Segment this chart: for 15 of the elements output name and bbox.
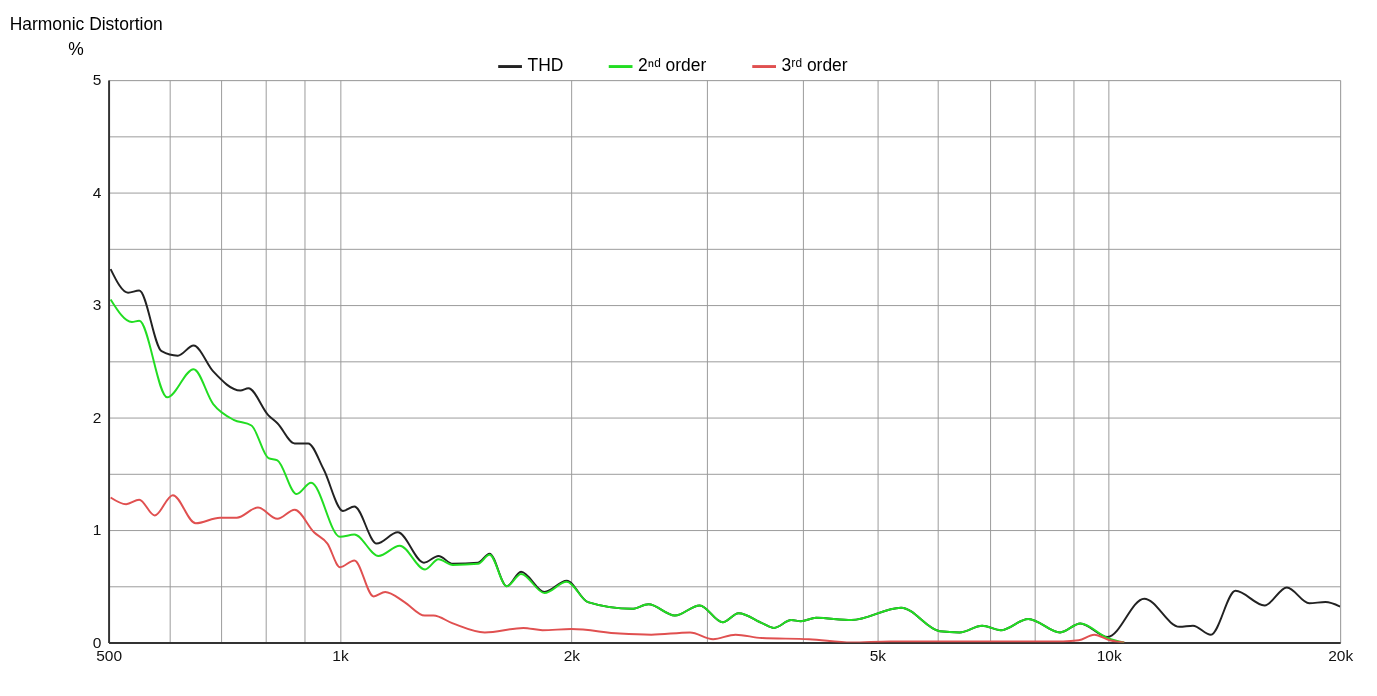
y-tick-label: 4 (92, 183, 102, 201)
x-tick-label: 2k (563, 647, 581, 665)
x-tick-label: 10k (1096, 647, 1122, 665)
legend-label: 2ⁿᵈ order (638, 55, 707, 76)
x-tick-label: 20k (1328, 647, 1354, 665)
x-tick-label: 5k (869, 647, 887, 665)
legend-label: 3ʳᵈ order (781, 55, 848, 76)
chart-title: Harmonic Distortion (9, 13, 163, 34)
y-tick-label: 1 (92, 521, 102, 539)
y-tick-label: 3 (92, 296, 102, 314)
x-tick-label: 1k (332, 647, 349, 665)
y-tick-label: 2 (92, 408, 102, 426)
y-axis-title: % (68, 39, 84, 60)
y-tick-label: 5 (92, 71, 102, 89)
legend-label: THD (527, 55, 564, 76)
